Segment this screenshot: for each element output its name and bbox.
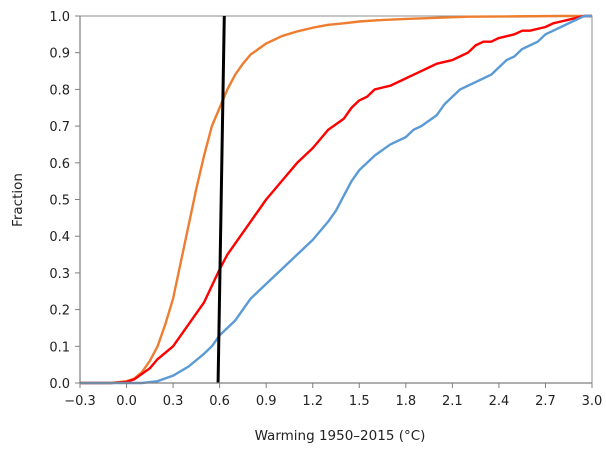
y-tick-label: 0.6 [49,157,70,172]
series-line-2 [80,14,592,385]
y-tick-label: 1.0 [49,10,70,25]
series-line-3 [80,14,592,385]
y-tick-label: 0.4 [49,230,70,245]
y-tick-label: 0.7 [49,120,70,135]
series-layer [80,14,592,385]
y-tick-label: 0.3 [49,267,70,282]
y-tick-label: 0.2 [49,304,70,319]
x-tick-label: 0.0 [116,394,137,409]
x-tick-label: −0.3 [64,394,96,409]
y-axis-title: Fraction [10,173,26,227]
y-tick-label: 0.9 [49,47,70,62]
y-tick-label: 0.5 [49,194,70,209]
series-line-1 [80,14,592,385]
x-tick-label: 0.3 [163,394,184,409]
x-tick-label: 2.1 [442,394,463,409]
x-tick-label: 1.8 [395,394,416,409]
x-tick-label: 1.5 [349,394,370,409]
plot-frame [79,15,593,384]
y-tick-label: 0.8 [49,83,70,98]
y-tick-label: 0.1 [49,340,70,355]
y-tick-label: 0.0 [49,377,70,392]
x-tick-label: 0.6 [209,394,230,409]
x-axis-title: Warming 1950–2015 (°C) [255,428,426,444]
axes-layer [79,16,592,384]
plot-area [79,15,593,384]
x-tick-label: 3.0 [582,394,603,409]
x-tick-label: 2.4 [489,394,510,409]
x-tick-label: 2.7 [535,394,556,409]
x-tick-label: 1.2 [302,394,323,409]
reference-line [216,15,226,384]
x-tick-label: 0.9 [256,394,277,409]
ticks-layer: −0.3 0.0 0.3 0.6 0.9 1.2 1.5 1.8 2.1 2.4 2.7 3.0 0.0… [49,10,602,409]
